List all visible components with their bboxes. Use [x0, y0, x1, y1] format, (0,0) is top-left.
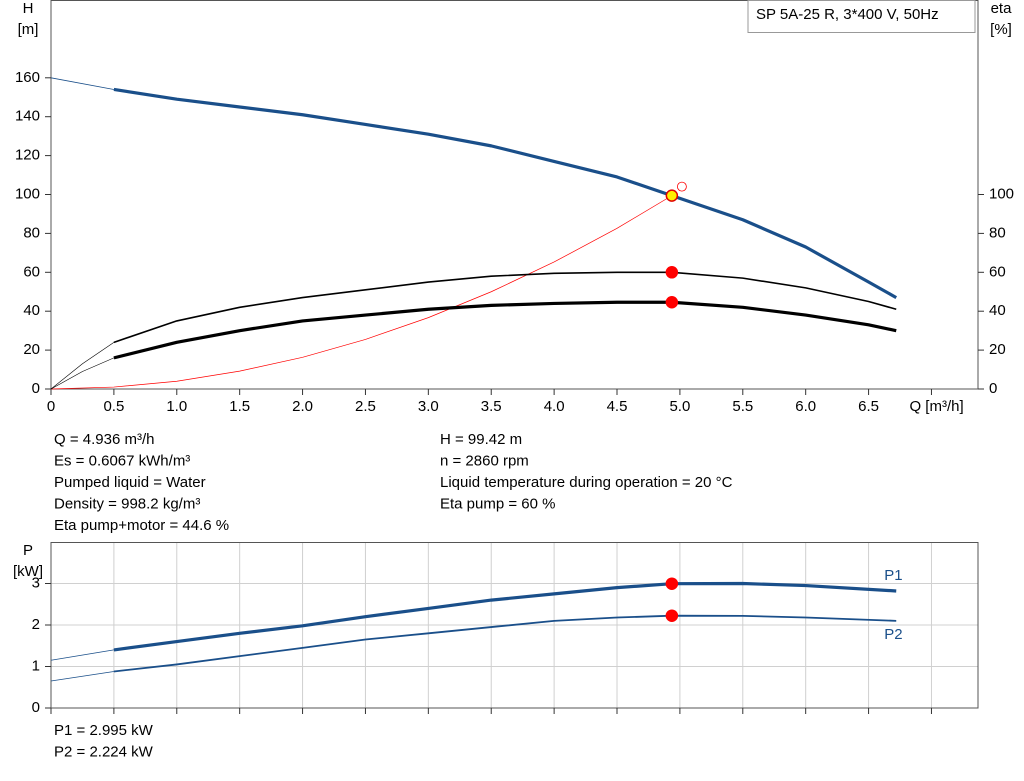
- plot-frame: [50, 0, 979, 390]
- x-tick-label: 1.0: [166, 398, 187, 415]
- y-axis-unit: [m]: [18, 21, 39, 38]
- x-tick-label: 2.0: [292, 398, 313, 415]
- info-line: Es = 0.6067 kWh/m³: [54, 452, 190, 469]
- curve: [113, 614, 897, 673]
- y2-tick-label: 20: [989, 341, 1006, 358]
- curve: [50, 671, 114, 682]
- y-tick-label: 40: [23, 302, 40, 319]
- info-line: Density = 998.2 kg/m³: [54, 495, 200, 512]
- curve: [50, 77, 114, 90]
- y-tick-label: 2: [32, 616, 40, 633]
- x-tick-label: Q [m³/h]: [909, 398, 963, 415]
- info-line: H = 99.42 m: [440, 431, 522, 448]
- info-line: Q = 4.936 m³/h: [54, 431, 154, 448]
- y2-axis-unit: [%]: [990, 21, 1012, 38]
- y-axis-label: P: [23, 542, 33, 559]
- y2-axis-label: eta: [991, 0, 1013, 17]
- curve: [50, 342, 115, 390]
- y-tick-label: 80: [23, 224, 40, 241]
- y-axis-unit: [kW]: [13, 563, 43, 580]
- y2-tick-label: 60: [989, 263, 1006, 280]
- curve: [50, 357, 115, 390]
- x-tick-label: 4.0: [544, 398, 565, 415]
- info-line: Liquid temperature during operation = 20…: [440, 474, 733, 491]
- info-line: P1 = 2.995 kW: [54, 722, 154, 739]
- y2-tick-label: 0: [989, 380, 997, 397]
- y-tick-label: 120: [15, 147, 40, 164]
- curve: [113, 87, 898, 299]
- curve: [50, 195, 673, 390]
- y-tick-label: 100: [15, 185, 40, 202]
- operating-point: [665, 266, 679, 279]
- y-tick-label: 60: [23, 263, 40, 280]
- x-tick-label: 2.5: [355, 398, 376, 415]
- y-tick-label: 160: [15, 69, 40, 86]
- x-tick-label: 5.0: [669, 398, 690, 415]
- x-tick-label: 3.5: [481, 398, 502, 415]
- y-tick-label: 3: [32, 574, 40, 591]
- y2-tick-label: 40: [989, 302, 1006, 319]
- curve: [113, 581, 897, 652]
- chart-title: SP 5A-25 R, 3*400 V, 50Hz: [756, 6, 939, 23]
- y-tick-label: 0: [32, 699, 40, 716]
- curve: [113, 300, 897, 360]
- operating-point: [665, 609, 679, 622]
- y-tick-label: 20: [23, 341, 40, 358]
- x-tick-label: 5.5: [732, 398, 753, 415]
- info-line: Eta pump = 60 %: [440, 495, 556, 512]
- operating-point: [677, 181, 687, 192]
- curve: [50, 649, 114, 661]
- operating-point: [665, 189, 679, 202]
- operating-point: [665, 296, 679, 309]
- y-tick-label: 1: [32, 657, 40, 674]
- x-tick-label: 6.5: [858, 398, 879, 415]
- y-tick-label: 140: [15, 108, 40, 125]
- x-tick-label: 4.5: [607, 398, 628, 415]
- x-tick-label: 0.5: [103, 398, 124, 415]
- info-line: P2 = 2.224 kW: [54, 743, 154, 760]
- info-line: Eta pump+motor = 44.6 %: [54, 517, 229, 534]
- curve: [113, 271, 897, 344]
- y-axis-label: H: [23, 0, 34, 17]
- y2-tick-label: 100: [989, 185, 1014, 202]
- series-label: P2: [884, 626, 902, 643]
- x-tick-label: 6.0: [795, 398, 816, 415]
- title-box: [747, 0, 976, 33]
- x-tick-label: 1.5: [229, 398, 250, 415]
- info-line: n = 2860 rpm: [440, 452, 529, 469]
- y2-tick-label: 80: [989, 224, 1006, 241]
- x-tick-label: 0: [47, 398, 55, 415]
- y-tick-label: 0: [32, 380, 40, 397]
- info-line: Pumped liquid = Water: [54, 474, 206, 491]
- x-tick-label: 3.0: [418, 398, 439, 415]
- operating-point: [665, 577, 679, 590]
- series-label: P1: [884, 567, 902, 584]
